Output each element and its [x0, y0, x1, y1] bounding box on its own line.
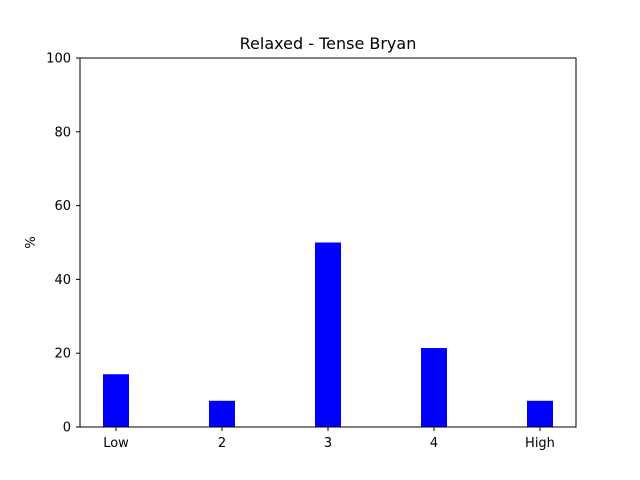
- y-tick-label: 0: [63, 421, 71, 436]
- x-tick-label: 4: [430, 436, 438, 451]
- bar-3: [315, 242, 341, 427]
- x-tick-label: High: [525, 436, 555, 451]
- y-tick-label: 80: [54, 125, 71, 140]
- plot-frame: [79, 57, 577, 428]
- x-tick-label: Low: [103, 436, 129, 451]
- bar-4: [421, 348, 447, 427]
- y-tick-label: 20: [54, 347, 71, 362]
- x-tick-label: 2: [218, 436, 226, 451]
- y-tick-label: 60: [54, 199, 71, 214]
- y-tick-label: 100: [46, 52, 71, 67]
- y-tick-label: 40: [54, 273, 71, 288]
- bars-group: [103, 242, 553, 427]
- bar-low: [103, 374, 129, 427]
- bar-high: [527, 400, 553, 427]
- bar-2: [209, 400, 235, 427]
- x-ticks-group: Low 2 3 4 High: [103, 427, 555, 451]
- x-tick-label: 3: [324, 436, 332, 451]
- y-ticks-group: 0 20 40 60 80 100: [46, 52, 80, 436]
- chart-title: Relaxed - Tense Bryan: [240, 34, 417, 53]
- y-axis-label: %: [24, 236, 39, 248]
